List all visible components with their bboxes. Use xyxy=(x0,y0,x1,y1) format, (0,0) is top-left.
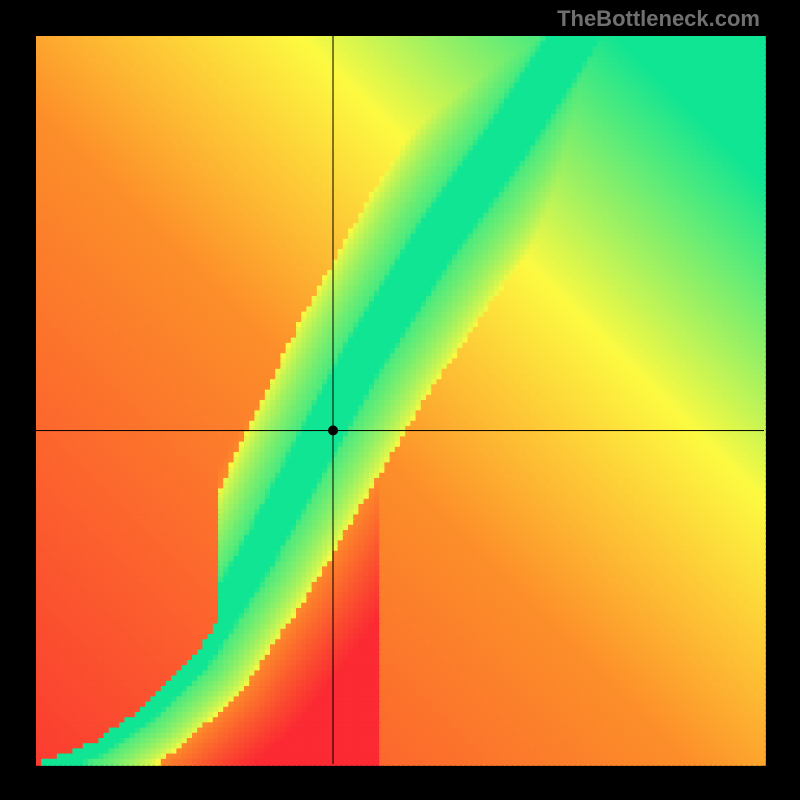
chart-container: TheBottleneck.com xyxy=(0,0,800,800)
watermark-text: TheBottleneck.com xyxy=(557,6,760,32)
bottleneck-heatmap-canvas xyxy=(0,0,800,800)
